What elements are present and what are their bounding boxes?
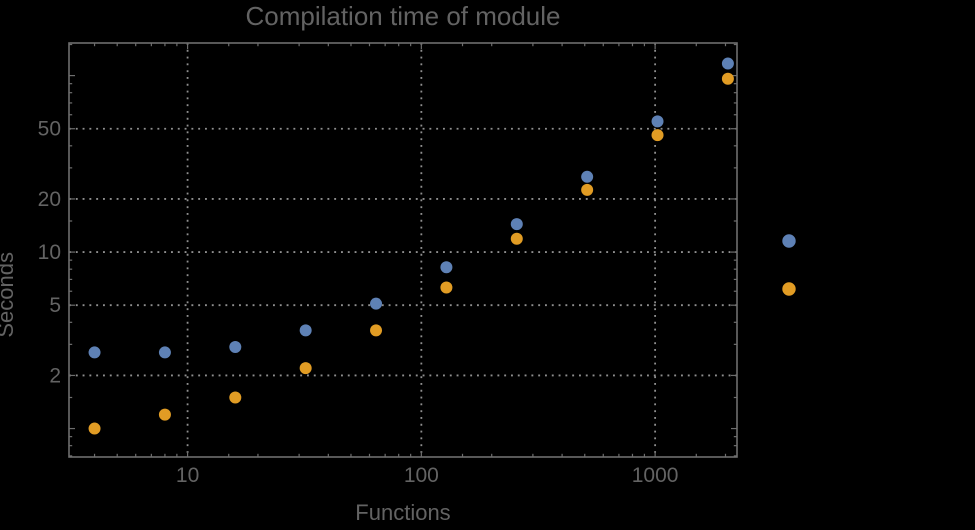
data-point-orange-x256 bbox=[510, 232, 523, 245]
x-tick-label-10: 10 bbox=[176, 464, 199, 487]
data-point-orange-x2048 bbox=[721, 72, 734, 85]
x-tick-label-1000: 1000 bbox=[632, 464, 679, 487]
data-point-blue-x256 bbox=[510, 218, 523, 231]
data-point-orange-x1024 bbox=[651, 129, 664, 142]
legend-marker-blue bbox=[782, 234, 796, 248]
data-point-orange-x4 bbox=[88, 422, 101, 435]
y-tick-label-50: 50 bbox=[38, 118, 61, 141]
data-point-blue-x4 bbox=[88, 346, 101, 359]
data-point-blue-x16 bbox=[229, 340, 242, 353]
data-point-blue-x2048 bbox=[721, 57, 734, 70]
y-tick-label-20: 20 bbox=[38, 188, 61, 211]
data-point-orange-x128 bbox=[440, 281, 453, 294]
data-point-blue-x512 bbox=[581, 170, 594, 183]
data-point-orange-x16 bbox=[229, 391, 242, 404]
y-tick-label-2: 2 bbox=[49, 364, 61, 387]
data-point-orange-x8 bbox=[158, 408, 171, 421]
y-tick-label-10: 10 bbox=[38, 241, 61, 264]
plot-frame bbox=[68, 42, 738, 458]
data-point-orange-x512 bbox=[581, 183, 594, 196]
chart-title: Compilation time of module bbox=[245, 1, 561, 31]
x-axis-label: Functions bbox=[355, 500, 451, 525]
x-tick-label-100: 100 bbox=[404, 464, 439, 487]
data-point-blue-x64 bbox=[370, 297, 383, 310]
data-point-orange-x32 bbox=[299, 362, 312, 375]
data-point-blue-x32 bbox=[299, 324, 312, 337]
y-axis-label-text: Seconds bbox=[0, 252, 18, 338]
data-point-orange-x64 bbox=[370, 324, 383, 337]
legend-marker-orange bbox=[782, 282, 796, 296]
data-point-blue-x128 bbox=[440, 261, 453, 274]
y-tick-label-5: 5 bbox=[49, 294, 61, 317]
data-point-blue-x8 bbox=[158, 346, 171, 359]
data-point-blue-x1024 bbox=[651, 115, 664, 128]
